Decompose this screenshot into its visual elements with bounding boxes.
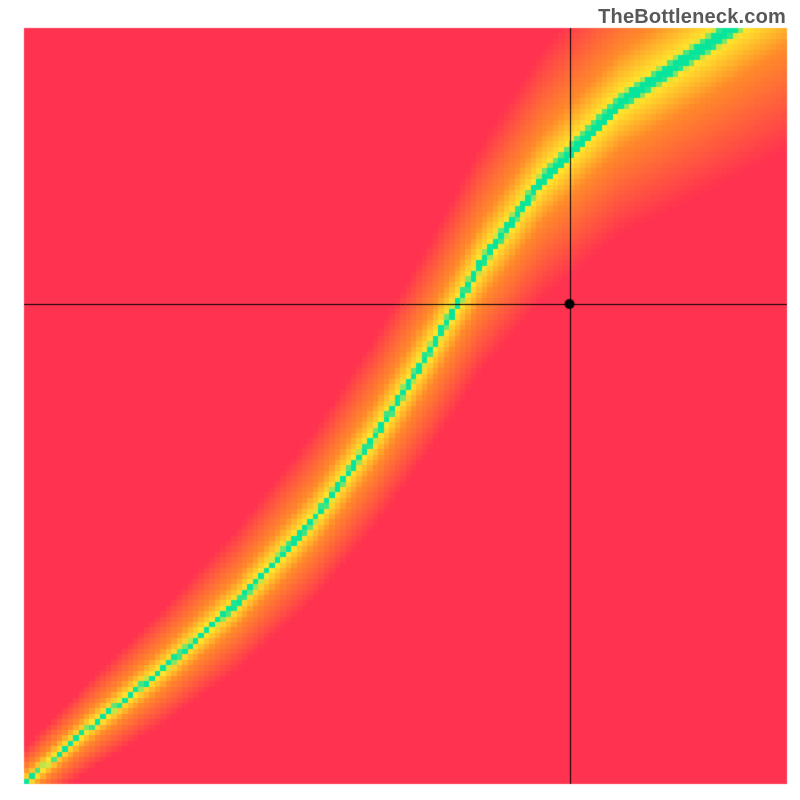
bottleneck-heatmap [0, 0, 800, 800]
attribution-text: TheBottleneck.com [598, 6, 786, 29]
